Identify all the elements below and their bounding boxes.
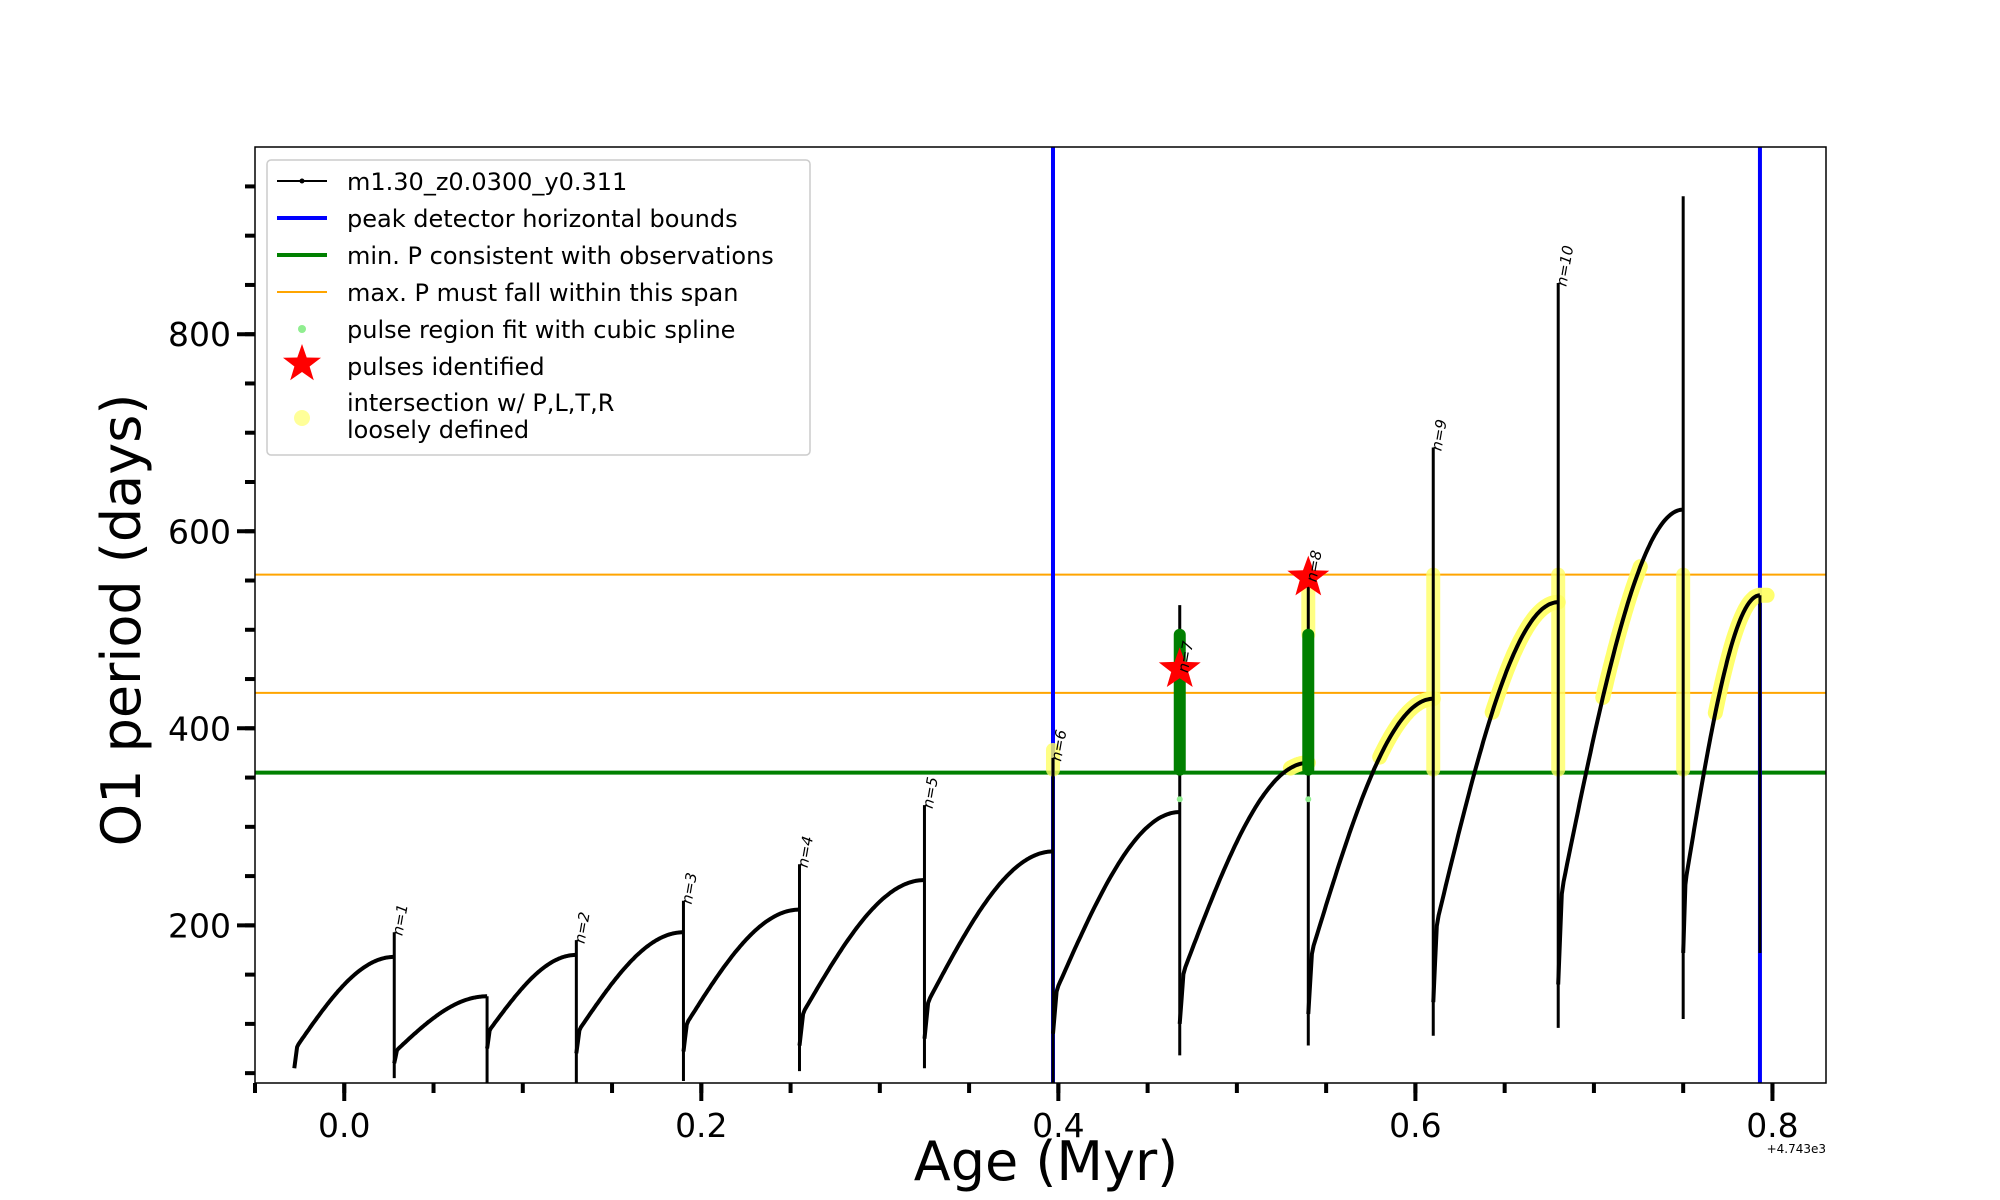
y-tick-label: 800 [168, 315, 231, 354]
x-tick-label: 0.0 [318, 1106, 370, 1145]
legend-intersect-swatch [294, 410, 310, 426]
legend: m1.30_z0.0300_y0.311 peak detector horiz… [266, 159, 811, 456]
x-tick-label: 0.4 [1032, 1106, 1084, 1145]
pulse-label: n=4 [794, 835, 817, 869]
x-axis-title: Age (Myr) [914, 1130, 1179, 1193]
legend-spline-swatch [298, 325, 306, 333]
y-axis-title: O1 period (days) [90, 394, 153, 847]
y-axis-ticks: 200 400 600 800 [168, 184, 255, 1076]
x-tick-label: 0.8 [1746, 1106, 1798, 1145]
legend-peak-label: peak detector horizontal bounds [347, 205, 738, 233]
pulse-label: n=6 [1047, 728, 1070, 762]
pulse-label: n=7 [1174, 639, 1197, 674]
y-tick-label: 400 [168, 709, 231, 748]
track-cycle-7 [922, 849, 1054, 1039]
pulse-label: n=9 [1427, 418, 1450, 452]
track-cycle-11 [1431, 600, 1559, 1003]
pulse-label: n=2 [571, 911, 594, 945]
legend-intersect-label-line2: loosely defined [347, 416, 529, 444]
x-tick-label: 0.6 [1389, 1106, 1441, 1145]
track-cycle-6 [797, 878, 925, 1046]
track-cycle-13 [1681, 593, 1761, 953]
track-cycle-2 [392, 994, 488, 1064]
x-tick-label: 0.2 [675, 1106, 727, 1145]
x-axis-offset-label: +4.743e3 [1767, 1142, 1826, 1156]
x-axis-ticks: 0.0 0.2 0.4 0.6 0.8 [253, 1083, 1799, 1145]
pulse-label: n=5 [919, 776, 942, 810]
legend-pulses-swatch [283, 344, 321, 381]
track-cycle-8 [1051, 810, 1180, 1034]
track-cycle-10 [1306, 696, 1434, 1015]
pulse-label: n=8 [1302, 549, 1325, 583]
legend-track-label: m1.30_z0.0300_y0.311 [347, 168, 627, 196]
pulse-identified-star [1158, 647, 1201, 687]
track-cycle-1 [292, 954, 395, 1069]
legend-track-marker [299, 178, 305, 184]
pulse-markers [1158, 555, 1330, 687]
pulse-label: n=1 [388, 903, 411, 937]
track-series [292, 196, 1762, 1083]
legend-maxp-label: max. P must fall within this span [347, 279, 738, 307]
pulse-label: n=3 [678, 871, 701, 905]
y-tick-label: 600 [168, 512, 231, 551]
spline-fit-point [1176, 796, 1183, 803]
track-cycle-9 [1177, 760, 1309, 1025]
legend-box [266, 159, 811, 456]
legend-spline-label: pulse region fit with cubic spline [347, 316, 735, 344]
track-cycle-4 [574, 930, 684, 1054]
legend-minp-label: min. P consistent with observations [347, 242, 774, 270]
pulse-identified-star [1287, 555, 1330, 596]
y-tick-label: 200 [168, 906, 231, 945]
legend-intersect-label-line1: intersection w/ P,L,T,R [347, 389, 614, 417]
spline-fit-point [1305, 796, 1312, 803]
track-cycle-5 [681, 907, 800, 1052]
legend-pulses-label: pulses identified [347, 353, 545, 381]
plot-frame [254, 146, 1827, 1084]
pulse-labels: n=1 n=2n=3n=4n=5n=6n=7n=8n=9n=10 [388, 244, 1577, 945]
track-cycle-12 [1556, 507, 1684, 985]
track-cycle-3 [485, 952, 578, 1049]
